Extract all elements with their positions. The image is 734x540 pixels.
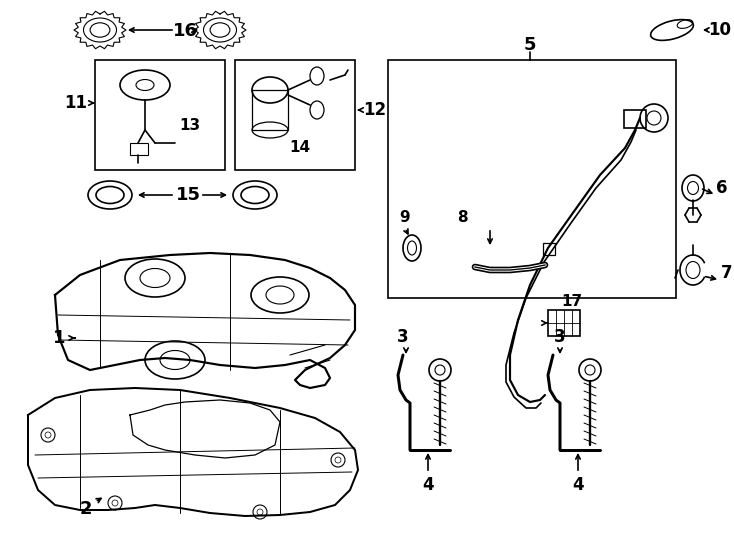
Bar [252,90,288,130]
Text: 12: 12 [363,101,387,119]
Text: 15: 15 [175,186,200,204]
Bar [95,60,225,170]
Text: 2: 2 [80,500,92,518]
Text: 3: 3 [397,328,409,346]
Text: 8: 8 [457,211,468,226]
Bar [624,110,646,128]
Text: 11: 11 [65,94,87,112]
Text: 4: 4 [573,476,584,494]
Text: 1: 1 [53,329,65,347]
Text: 17: 17 [562,294,583,309]
Text: 6: 6 [716,179,727,197]
Text: 5: 5 [524,36,537,54]
Text: 14: 14 [289,140,310,156]
Bar [548,310,580,336]
Bar [130,143,148,155]
Text: 3: 3 [554,328,566,346]
Text: 9: 9 [400,211,410,226]
Bar [543,243,555,255]
Bar [388,60,676,298]
Text: 10: 10 [708,21,732,39]
Bar [235,60,355,170]
Text: 16: 16 [172,22,197,40]
Text: 4: 4 [422,476,434,494]
Text: 13: 13 [179,118,200,132]
Text: 7: 7 [722,264,733,282]
